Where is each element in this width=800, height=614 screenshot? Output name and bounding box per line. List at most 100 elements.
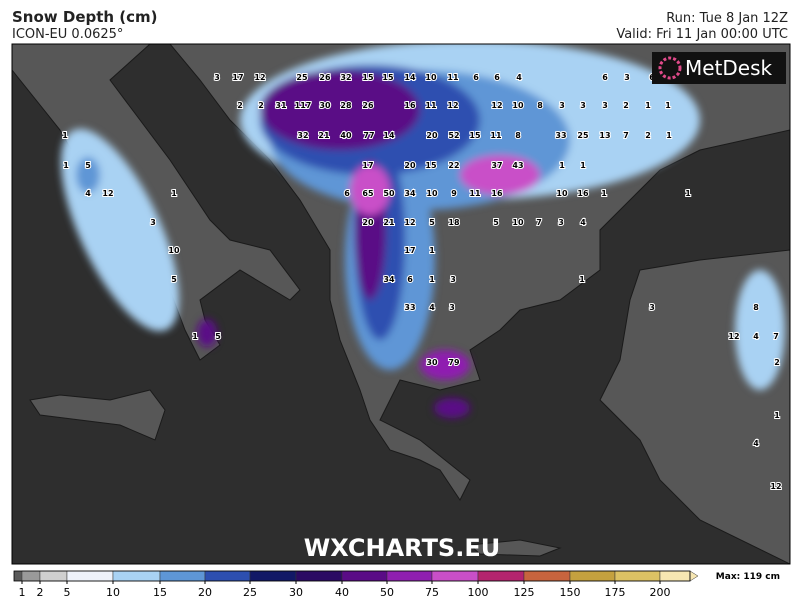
snow-depth-label: 5 bbox=[215, 332, 221, 341]
snow-depth-label: 26 bbox=[319, 73, 331, 82]
snow-depth-label: 6 bbox=[494, 73, 500, 82]
snow-depth-label: 4 bbox=[516, 73, 522, 82]
colorbar-label: 10 bbox=[106, 586, 120, 599]
map: 3171225263215151410116646362231117302826… bbox=[12, 44, 790, 564]
snow-depth-label: 117 bbox=[295, 101, 312, 110]
snow-depth-label: 13 bbox=[599, 131, 610, 140]
snow-depth-label: 10 bbox=[168, 246, 180, 255]
snow-depth-label: 6 bbox=[344, 189, 350, 198]
snow-depth-label: 4 bbox=[429, 303, 435, 312]
snow-depth-label: 1 bbox=[580, 161, 586, 170]
colorbar-segment bbox=[431, 570, 479, 582]
colorbar-label: 125 bbox=[514, 586, 535, 599]
snow-depth-label: 77 bbox=[363, 131, 374, 140]
colorbar-segment bbox=[659, 570, 691, 582]
colorbar-segment bbox=[614, 570, 661, 582]
snow-depth-label: 12 bbox=[404, 218, 415, 227]
snow-depth-label: 11 bbox=[469, 189, 481, 198]
colorbar-label: 150 bbox=[560, 586, 581, 599]
snow-depth-label: 8 bbox=[753, 303, 759, 312]
snow-depth-label: 3 bbox=[449, 303, 455, 312]
colorbar-segment bbox=[112, 570, 161, 582]
snow-depth-label: 7 bbox=[773, 332, 779, 341]
snow-depth-label: 5 bbox=[493, 218, 499, 227]
colorbar-segment bbox=[21, 570, 41, 582]
colorbar-segment bbox=[341, 570, 388, 582]
snow-depth-label: 3 bbox=[450, 275, 456, 284]
snow-depth-label: 17 bbox=[232, 73, 243, 82]
colorbar-label: 40 bbox=[335, 586, 349, 599]
snow-depth-label: 12 bbox=[254, 73, 265, 82]
snow-depth-label: 30 bbox=[319, 101, 331, 110]
snow-depth-label: 32 bbox=[297, 131, 308, 140]
snow-depth-label: 10 bbox=[556, 189, 568, 198]
snow-depth-label: 43 bbox=[512, 161, 523, 170]
snow-depth-label: 5 bbox=[85, 161, 91, 170]
colorbar-label: 15 bbox=[153, 586, 167, 599]
snow-depth-label: 1 bbox=[774, 411, 780, 420]
watermark: WXCHARTS.EU bbox=[304, 534, 500, 562]
snow-depth-label: 11 bbox=[425, 101, 437, 110]
colorbar-segment bbox=[569, 570, 616, 582]
subtitle: ICON-EU 0.0625° bbox=[12, 27, 123, 42]
snow-depth-label: 10 bbox=[512, 101, 524, 110]
map-frame bbox=[11, 43, 791, 565]
labels: 3171225263215151410116646362231117302826… bbox=[61, 72, 782, 492]
snow-depth-label: 2 bbox=[237, 101, 243, 110]
snow-depth-label: 7 bbox=[536, 218, 542, 227]
colorbar-segment bbox=[477, 570, 525, 582]
snow-depth-label: 1 bbox=[429, 275, 435, 284]
snow-depth-label: 21 bbox=[383, 218, 395, 227]
snow-depth-label: 40 bbox=[340, 131, 352, 140]
logo-icon bbox=[658, 56, 682, 80]
snow-depth-label: 28 bbox=[340, 101, 352, 110]
snow-depth-label: 17 bbox=[362, 161, 373, 170]
snow-depth-label: 15 bbox=[382, 73, 394, 82]
snow-depth-label: 26 bbox=[362, 101, 374, 110]
snow-depth-label: 30 bbox=[426, 358, 438, 367]
snow-depth-label: 1 bbox=[429, 246, 435, 255]
snow-depth-label: 21 bbox=[318, 131, 330, 140]
snow-depth-label: 15 bbox=[425, 161, 437, 170]
valid: Valid: Fri 11 Jan 00:00 UTC bbox=[616, 27, 788, 42]
snow-depth-label: 25 bbox=[577, 131, 589, 140]
colorbar-segment bbox=[386, 570, 433, 582]
snow-depth-label: 4 bbox=[580, 218, 586, 227]
snow-depth-label: 33 bbox=[404, 303, 415, 312]
snow-depth-label: 1 bbox=[192, 332, 198, 341]
snow-depth-label: 12 bbox=[728, 332, 739, 341]
snow-depth-label: 17 bbox=[404, 246, 415, 255]
snow-depth-label: 8 bbox=[537, 101, 543, 110]
snow-depth-label: 20 bbox=[404, 161, 416, 170]
snow-depth-label: 11 bbox=[447, 73, 459, 82]
snow-depth-label: 1 bbox=[665, 101, 671, 110]
snow-cover bbox=[61, 44, 785, 418]
colorbar-label: 30 bbox=[289, 586, 303, 599]
snow-depth-label: 7 bbox=[623, 131, 629, 140]
snow-depth-label: 32 bbox=[340, 73, 351, 82]
colorbar-label: 25 bbox=[243, 586, 257, 599]
snow-depth-label: 12 bbox=[447, 101, 458, 110]
colorbar-label: 200 bbox=[650, 586, 671, 599]
snow-depth-label: 12 bbox=[770, 482, 781, 491]
snow-depth-label: 3 bbox=[214, 73, 220, 82]
snow-depth-label: 16 bbox=[577, 189, 589, 198]
colorbar-segment bbox=[39, 570, 68, 582]
snow-depth-label: 5 bbox=[171, 275, 177, 284]
snow-depth-label: 6 bbox=[407, 275, 413, 284]
colorbar-label: 5 bbox=[64, 586, 71, 599]
snow-depth-label: 10 bbox=[512, 218, 524, 227]
snow-depth-label: 1 bbox=[645, 101, 651, 110]
colorbar-segment bbox=[295, 570, 343, 582]
snow-depth-label: 20 bbox=[362, 218, 374, 227]
snow-depth-label: 25 bbox=[296, 73, 308, 82]
logo: MetDesk bbox=[685, 56, 773, 80]
snow-depth-label: 9 bbox=[451, 189, 457, 198]
colorbar-segment bbox=[523, 570, 571, 582]
snow-depth-label: 1 bbox=[63, 161, 69, 170]
snow-depth-label: 79 bbox=[448, 358, 460, 367]
snow-depth-label: 10 bbox=[426, 189, 438, 198]
snow-depth-label: 14 bbox=[404, 73, 416, 82]
snow-depth-label: 6 bbox=[473, 73, 479, 82]
snow-depth-label: 1 bbox=[171, 189, 177, 198]
